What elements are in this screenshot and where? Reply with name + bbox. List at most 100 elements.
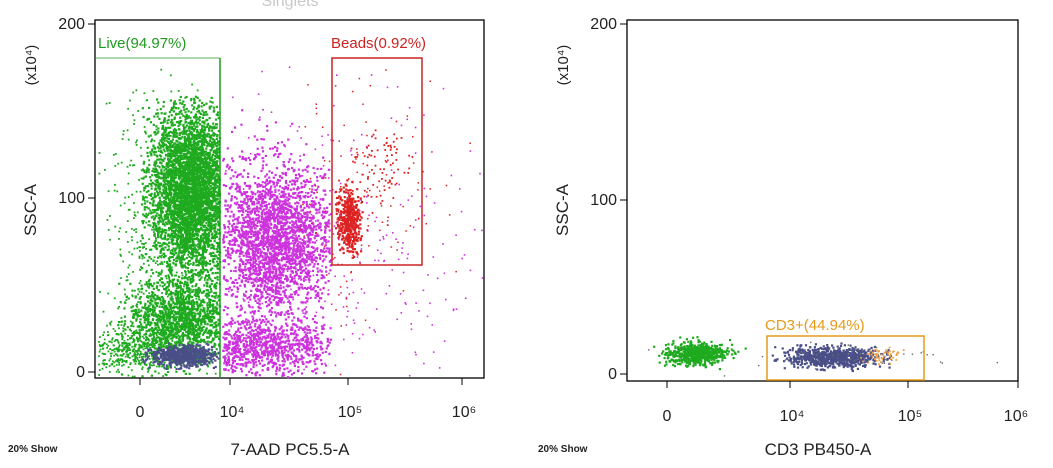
dead-cells-event (241, 157, 244, 160)
dead-cells-event (240, 239, 243, 242)
dead-cells-event (262, 239, 265, 242)
live-cells-event (172, 247, 175, 250)
dead-cells-event (271, 242, 274, 245)
dead-cells-event (281, 207, 284, 210)
live-cells-event (210, 136, 213, 139)
dead-cells-event (277, 247, 280, 250)
dead-cells-event (261, 295, 264, 298)
dead-cells-event (286, 220, 289, 223)
live-cells-event (201, 240, 204, 243)
dead-cells-event (266, 234, 270, 237)
dead-cells-event (236, 336, 239, 339)
dead-cells-event (261, 344, 264, 347)
dead-cells-event (280, 281, 282, 284)
live-cells-event (209, 125, 212, 128)
dead-cells-event (321, 144, 324, 146)
dead-cells-event (345, 324, 348, 326)
dead-cells-event (241, 224, 244, 228)
dead-cells-event (243, 355, 246, 359)
dead-cells-event (293, 168, 296, 172)
live-cells-event (167, 308, 170, 312)
dead-cells-event (320, 243, 323, 246)
dead-cells-event (231, 280, 235, 284)
dead-cells-event (239, 250, 242, 253)
live-cells-event (212, 258, 215, 261)
dead-cells-event (239, 352, 242, 355)
dead-cells-event (340, 292, 342, 294)
dead-cells-event (281, 374, 284, 377)
dead-cells-event (260, 138, 263, 141)
dead-cells-event (236, 201, 239, 204)
dead-cells-event (358, 337, 361, 340)
dead-cells-event (286, 297, 289, 300)
dead-cells-event (330, 259, 332, 261)
dead-cells-event (243, 325, 246, 328)
dead-cells-event (292, 236, 295, 239)
dead-cells-event (249, 162, 252, 166)
dead-cells-event (303, 308, 306, 311)
dead-cells-event (373, 329, 375, 331)
dead-cells-event (249, 277, 252, 280)
dead-cells-event (306, 331, 309, 334)
dead-cells-event (267, 350, 270, 353)
dead-cells-event (261, 255, 264, 258)
dead-cells-event (272, 295, 275, 298)
live-cells-event (173, 216, 176, 220)
dead-cells-event (276, 239, 279, 242)
dead-cells-event (303, 368, 305, 371)
dead-cells-event (248, 274, 251, 277)
dead-cells-event (248, 269, 251, 272)
live-cells-event (159, 199, 162, 202)
live-cells-event (212, 132, 215, 135)
dead-cells-event (297, 275, 300, 278)
dead-cells-event (299, 256, 302, 259)
live-cells-event (181, 213, 184, 216)
dead-cells-event (401, 247, 403, 249)
live-cells-event (186, 133, 189, 136)
live-cells-event (198, 140, 201, 143)
dead-cells-event (258, 299, 261, 302)
dead-cells-event (260, 213, 264, 216)
dead-cells-event (319, 226, 322, 229)
dead-cells-event (234, 270, 237, 273)
dead-cells-event (259, 116, 261, 119)
dead-cells-event (238, 190, 241, 193)
dead-cells-event (226, 147, 229, 150)
dead-cells-event (388, 285, 391, 287)
dead-cells-event (293, 180, 296, 183)
dead-cells-event (286, 188, 289, 191)
dead-cells-event (374, 331, 376, 333)
dead-cells-event (312, 250, 315, 253)
dead-cells-event (324, 350, 327, 353)
dead-cells-event (259, 290, 262, 294)
dead-cells-event (231, 157, 234, 160)
dead-cells-event (223, 224, 226, 227)
dead-cells-event (278, 297, 281, 300)
dead-cells-event (276, 332, 279, 335)
dead-cells-event (251, 226, 254, 229)
dead-cells-event (312, 253, 315, 257)
dead-cells-event (319, 198, 322, 201)
dead-cells-event (252, 234, 255, 238)
dead-cells-event (355, 307, 358, 309)
dead-cells-event (299, 264, 302, 267)
dead-cells-event (405, 303, 407, 305)
dead-cells-event (289, 236, 292, 239)
dead-cells-event (251, 251, 254, 254)
dead-cells-event (272, 176, 275, 179)
dead-cells-event (247, 301, 250, 303)
dead-cells-event (308, 219, 311, 223)
dead-cells-event (315, 326, 318, 329)
live-cells-event (216, 264, 219, 267)
dead-cells-event (290, 266, 293, 269)
dead-cells-event (299, 263, 302, 266)
dead-cells-event (329, 338, 333, 341)
dead-cells-event (268, 170, 271, 173)
dead-cells-event (309, 296, 312, 299)
dead-cells-event (276, 222, 280, 225)
dead-cells-event (288, 347, 291, 350)
dead-cells-event (238, 266, 241, 269)
live-cells-event (183, 170, 187, 173)
dead-cells-event (232, 219, 235, 222)
dead-cells-event (269, 241, 272, 245)
